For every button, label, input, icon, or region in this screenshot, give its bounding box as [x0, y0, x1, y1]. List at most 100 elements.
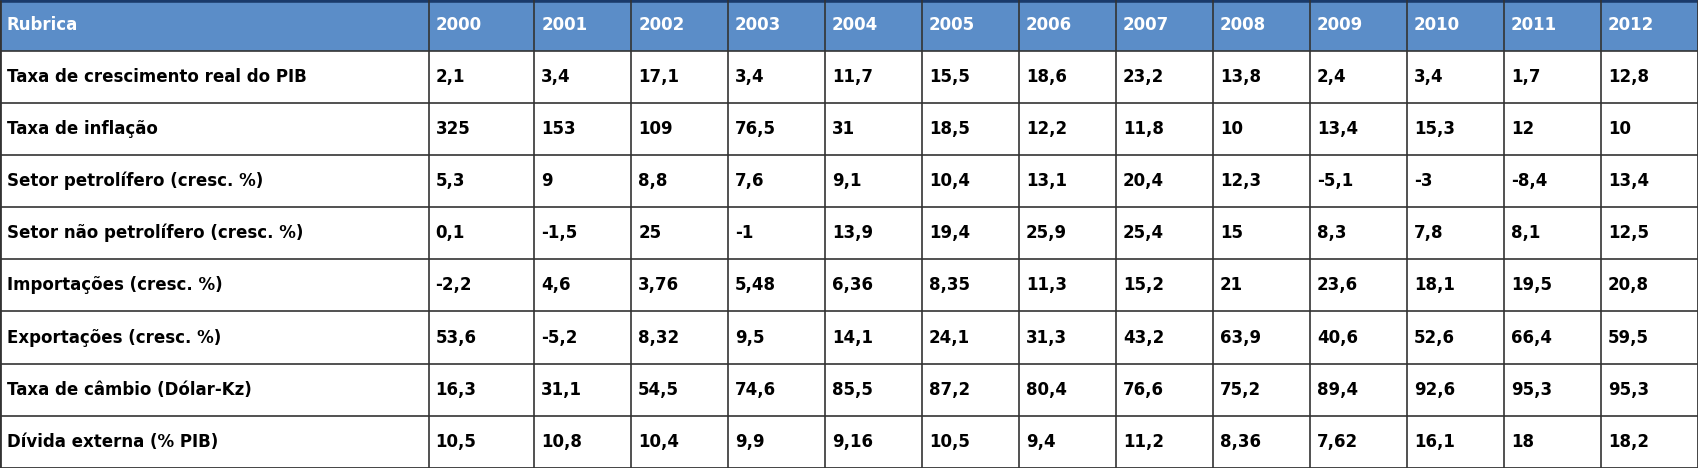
Bar	[1408, 207, 1504, 259]
Text: -8,4: -8,4	[1511, 172, 1547, 190]
Bar	[1212, 207, 1311, 259]
Text: 2008: 2008	[1219, 16, 1267, 34]
Bar	[728, 207, 825, 259]
Bar	[1504, 0, 1601, 51]
Text: 12,8: 12,8	[1608, 68, 1649, 86]
Text: Rubrica: Rubrica	[7, 16, 78, 34]
Text: 12,3: 12,3	[1219, 172, 1262, 190]
Bar	[1311, 259, 1408, 312]
Text: 12: 12	[1511, 120, 1533, 138]
Text: 3,4: 3,4	[735, 68, 764, 86]
Bar	[535, 102, 632, 155]
Bar	[535, 155, 632, 207]
Text: 2009: 2009	[1318, 16, 1363, 34]
Text: 2010: 2010	[1414, 16, 1460, 34]
Text: 76,6: 76,6	[1122, 381, 1165, 399]
Text: 18,1: 18,1	[1414, 277, 1455, 294]
Bar	[1212, 51, 1311, 102]
Text: 16,3: 16,3	[436, 381, 477, 399]
Bar	[1601, 51, 1698, 102]
Text: 9,16: 9,16	[832, 433, 873, 451]
Bar	[1311, 312, 1408, 364]
Text: 52,6: 52,6	[1414, 329, 1455, 346]
Bar	[1504, 364, 1601, 416]
Text: 2007: 2007	[1122, 16, 1170, 34]
Text: 23,2: 23,2	[1122, 68, 1165, 86]
Bar	[1116, 155, 1212, 207]
Bar	[430, 0, 535, 51]
Bar	[1212, 102, 1311, 155]
Bar	[632, 207, 728, 259]
Bar	[728, 259, 825, 312]
Bar	[1019, 312, 1116, 364]
Bar	[430, 416, 535, 468]
Bar	[922, 0, 1019, 51]
Bar	[0, 51, 430, 102]
Text: 18,2: 18,2	[1608, 433, 1649, 451]
Text: 10: 10	[1219, 120, 1243, 138]
Text: 7,8: 7,8	[1414, 224, 1443, 242]
Bar	[922, 51, 1019, 102]
Bar	[1601, 102, 1698, 155]
Bar	[1116, 364, 1212, 416]
Text: 95,3: 95,3	[1511, 381, 1552, 399]
Text: 8,32: 8,32	[638, 329, 679, 346]
Text: 15,3: 15,3	[1414, 120, 1455, 138]
Bar	[728, 155, 825, 207]
Bar	[728, 312, 825, 364]
Text: 13,1: 13,1	[1026, 172, 1066, 190]
Text: 85,5: 85,5	[832, 381, 873, 399]
Text: 25: 25	[638, 224, 661, 242]
Bar	[922, 416, 1019, 468]
Bar	[430, 312, 535, 364]
Text: 25,9: 25,9	[1026, 224, 1066, 242]
Text: 80,4: 80,4	[1026, 381, 1066, 399]
Text: 15,2: 15,2	[1122, 277, 1165, 294]
Bar	[1504, 416, 1601, 468]
Bar	[1504, 51, 1601, 102]
Text: Setor petrolífero (cresc. %): Setor petrolífero (cresc. %)	[7, 172, 263, 190]
Bar	[922, 259, 1019, 312]
Bar	[1408, 51, 1504, 102]
Text: 4,6: 4,6	[542, 277, 571, 294]
Bar	[1116, 312, 1212, 364]
Text: Taxa de câmbio (Dólar-Kz): Taxa de câmbio (Dólar-Kz)	[7, 381, 251, 399]
Bar	[0, 259, 430, 312]
Bar	[430, 364, 535, 416]
Bar	[430, 155, 535, 207]
Bar	[1116, 0, 1212, 51]
Text: 3,4: 3,4	[542, 68, 571, 86]
Bar	[632, 155, 728, 207]
Bar	[0, 364, 430, 416]
Bar	[1019, 259, 1116, 312]
Bar	[728, 0, 825, 51]
Text: Importações (cresc. %): Importações (cresc. %)	[7, 277, 222, 294]
Text: 10,5: 10,5	[929, 433, 970, 451]
Bar	[1311, 0, 1408, 51]
Text: 53,6: 53,6	[436, 329, 477, 346]
Bar	[728, 102, 825, 155]
Bar	[1408, 155, 1504, 207]
Text: -1: -1	[735, 224, 754, 242]
Bar	[0, 416, 430, 468]
Text: 95,3: 95,3	[1608, 381, 1649, 399]
Bar	[1311, 207, 1408, 259]
Text: 0,1: 0,1	[436, 224, 465, 242]
Text: 2005: 2005	[929, 16, 975, 34]
Bar	[632, 312, 728, 364]
Text: 2003: 2003	[735, 16, 781, 34]
Bar	[632, 102, 728, 155]
Text: Setor não petrolífero (cresc. %): Setor não petrolífero (cresc. %)	[7, 224, 304, 242]
Text: 24,1: 24,1	[929, 329, 970, 346]
Text: 11,8: 11,8	[1122, 120, 1163, 138]
Text: 19,4: 19,4	[929, 224, 970, 242]
Bar	[0, 155, 430, 207]
Bar	[1311, 51, 1408, 102]
Text: 2001: 2001	[542, 16, 588, 34]
Bar	[728, 364, 825, 416]
Text: 7,62: 7,62	[1318, 433, 1358, 451]
Bar	[0, 102, 430, 155]
Text: 2,4: 2,4	[1318, 68, 1347, 86]
Text: -2,2: -2,2	[436, 277, 472, 294]
Text: 3,76: 3,76	[638, 277, 679, 294]
